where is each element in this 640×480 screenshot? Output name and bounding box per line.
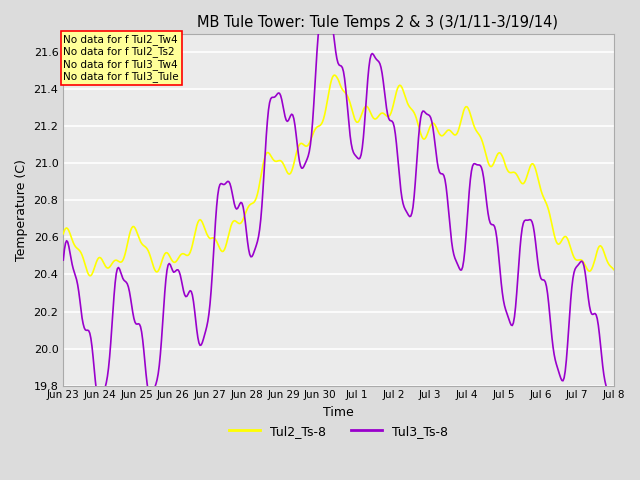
Tul3_Ts-8 — [598, 353, 605, 359]
Tul2_Ts-8 — [86, 273, 93, 279]
Y-axis label: Temperature (C): Temperature (C) — [15, 159, 28, 261]
Tul2_Ts-8 — [60, 231, 67, 237]
Tul2_Ts-8 — [513, 172, 520, 178]
Tul2_Ts-8 — [360, 107, 367, 113]
Tul2_Ts-8 — [599, 246, 607, 252]
Tul2_Ts-8 — [331, 72, 339, 78]
Tul3_Ts-8 — [325, 6, 333, 12]
Title: MB Tule Tower: Tule Temps 2 & 3 (3/1/11-3/19/14): MB Tule Tower: Tule Temps 2 & 3 (3/1/11-… — [196, 15, 557, 30]
Tul3_Ts-8 — [60, 257, 67, 263]
Line: Tul2_Ts-8: Tul2_Ts-8 — [63, 75, 614, 276]
X-axis label: Time: Time — [323, 406, 354, 419]
Line: Tul3_Ts-8: Tul3_Ts-8 — [63, 7, 614, 408]
Tul3_Ts-8 — [321, 7, 328, 13]
Tul2_Ts-8 — [322, 106, 330, 112]
Tul3_Ts-8 — [388, 118, 396, 124]
Tul3_Ts-8 — [358, 145, 366, 151]
Tul3_Ts-8 — [324, 4, 332, 10]
Tul2_Ts-8 — [389, 103, 397, 108]
Tul3_Ts-8 — [512, 304, 520, 310]
Tul2_Ts-8 — [325, 87, 333, 93]
Text: No data for f Tul2_Tw4
No data for f Tul2_Ts2
No data for f Tul3_Tw4
No data for: No data for f Tul2_Tw4 No data for f Tul… — [63, 34, 179, 83]
Tul2_Ts-8 — [610, 267, 618, 273]
Legend: Tul2_Ts-8, Tul3_Ts-8: Tul2_Ts-8, Tul3_Ts-8 — [224, 420, 453, 443]
Tul3_Ts-8 — [610, 405, 618, 411]
